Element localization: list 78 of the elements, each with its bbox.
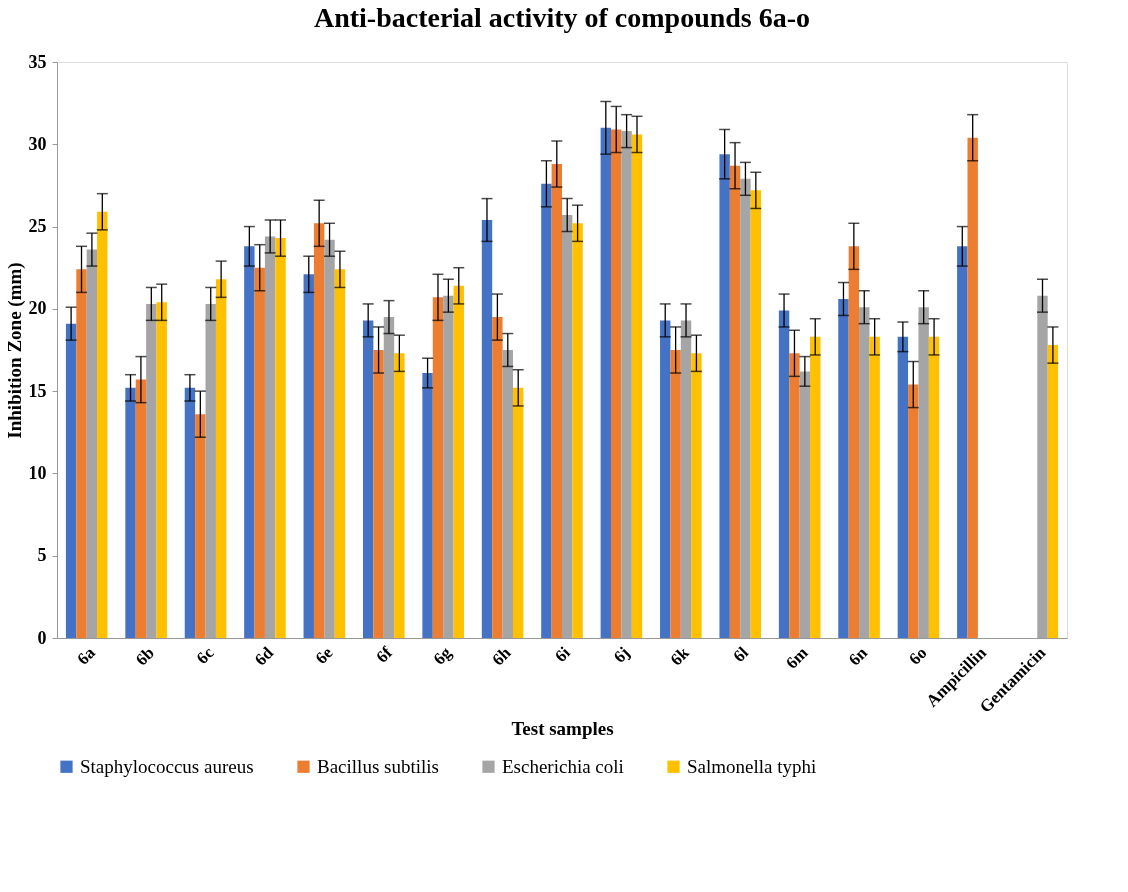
bar <box>897 336 909 638</box>
y-tick-label: 15 <box>28 380 47 401</box>
chart-title: Anti-bacterial activity of compounds 6a-o <box>313 2 811 33</box>
bar <box>215 279 227 638</box>
legend-label: Escherichia coli <box>502 755 624 777</box>
bar <box>334 269 346 638</box>
bar <box>303 274 314 638</box>
x-tick-label: 6g <box>429 642 456 669</box>
x-tick-label: 6h <box>488 642 515 670</box>
x-tick-label: 6j <box>609 643 634 667</box>
bar <box>184 387 196 638</box>
x-tick-label: 6m <box>782 643 812 673</box>
bar <box>313 223 325 638</box>
bar <box>869 336 880 638</box>
bar <box>660 320 671 638</box>
bar <box>810 336 821 638</box>
y-tick-label: 35 <box>28 51 47 72</box>
x-tick-label: 6k <box>666 642 694 670</box>
x-tick-label: 6c <box>192 642 218 668</box>
bar <box>838 298 849 638</box>
bar <box>967 137 978 638</box>
bar <box>76 269 87 638</box>
bar <box>373 350 384 638</box>
bar <box>254 267 265 638</box>
bar <box>691 353 702 638</box>
bar <box>600 127 612 638</box>
x-tick-label: 6e <box>311 642 337 668</box>
bar <box>908 384 919 638</box>
y-tick-label: 25 <box>28 216 47 237</box>
x-tick-label: 6b <box>132 643 159 670</box>
y-tick-label: 5 <box>37 545 47 566</box>
bar <box>432 297 444 638</box>
legend-label: Bacillus subtilis <box>317 755 439 777</box>
bar <box>957 246 968 638</box>
x-tick-label: 6n <box>844 642 872 670</box>
bar <box>275 238 286 638</box>
bar <box>512 387 524 638</box>
bar <box>156 302 167 638</box>
bar <box>729 165 741 638</box>
bar <box>1047 345 1059 638</box>
bar <box>125 387 136 638</box>
y-tick-label: 0 <box>37 627 47 648</box>
bar <box>492 317 503 638</box>
x-tick-label: 6o <box>905 643 931 669</box>
bar <box>541 183 552 638</box>
legend-label: Staphylococcus aureus <box>80 755 254 777</box>
bar <box>394 353 405 638</box>
x-tick-label: 6d <box>250 642 278 670</box>
bar <box>195 414 206 638</box>
x-tick-label: 6a <box>73 642 100 669</box>
bar <box>481 219 493 638</box>
bar <box>551 164 562 638</box>
bar <box>670 350 681 638</box>
bar <box>750 190 762 638</box>
x-tick-label: 6i <box>551 642 575 666</box>
y-tick-label: 20 <box>28 298 47 319</box>
bar <box>631 134 643 638</box>
bar <box>135 379 147 638</box>
bar <box>928 336 940 638</box>
bar <box>789 353 800 638</box>
bar <box>572 223 583 638</box>
bar <box>778 310 790 638</box>
y-axis-title: Inhibition Zone (mm) <box>3 262 26 439</box>
bar <box>244 246 255 638</box>
bar <box>422 373 433 638</box>
bar <box>848 246 860 638</box>
y-tick-label: 30 <box>28 133 47 154</box>
bar <box>611 129 622 638</box>
bar <box>97 211 108 638</box>
y-tick-label: 10 <box>28 462 47 483</box>
x-tick-label: 6f <box>372 642 397 667</box>
bar <box>719 154 730 638</box>
bar <box>453 285 464 638</box>
bar <box>65 323 77 638</box>
legend-label: Salmonella typhi <box>687 755 817 777</box>
x-axis-title: Test samples <box>511 717 614 739</box>
x-tick-label: 6l <box>729 642 753 666</box>
bar <box>362 320 374 638</box>
